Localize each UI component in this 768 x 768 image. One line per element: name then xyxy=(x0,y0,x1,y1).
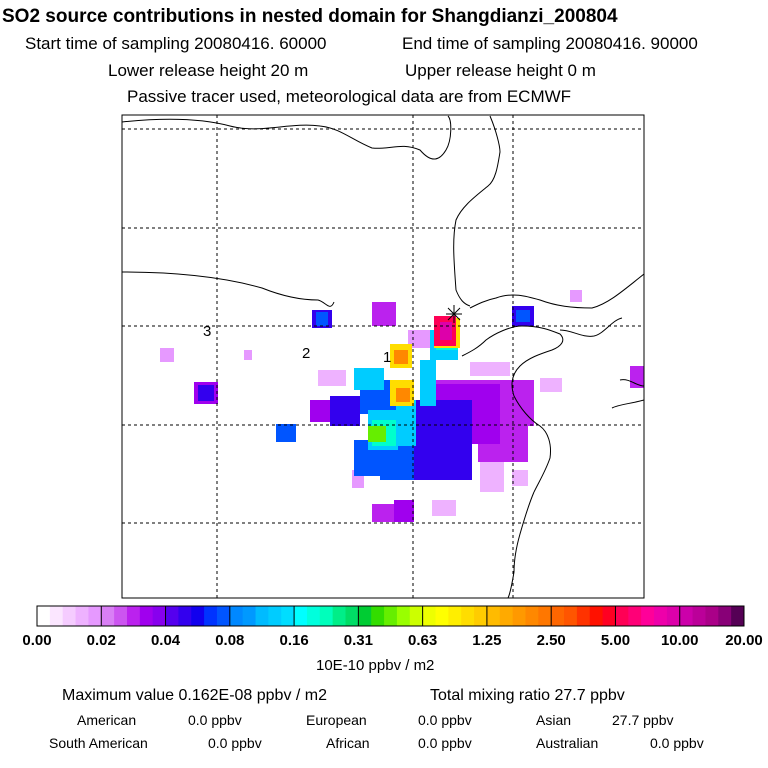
legend-tick-label: 0.31 xyxy=(343,632,373,649)
legend-color-cell xyxy=(486,606,501,626)
legend-color-cell xyxy=(242,606,257,626)
site-label-2: 2 xyxy=(302,345,310,362)
legend-tick-label: 20.00 xyxy=(725,632,763,649)
legend-color-cell xyxy=(204,606,218,626)
legend-color-cell xyxy=(666,606,681,626)
legend-color-cell xyxy=(281,606,295,626)
legend-color-cell xyxy=(88,606,102,626)
legend-color-cell xyxy=(306,606,321,626)
legend-tick-label: 0.08 xyxy=(215,632,245,649)
region-european-label: European xyxy=(306,712,367,728)
legend-color-cell xyxy=(538,606,552,626)
legend-color-cell xyxy=(705,606,719,626)
legend-tick-label: 10.00 xyxy=(660,632,699,649)
legend-color-cell xyxy=(615,606,629,626)
legend-color-cell xyxy=(191,606,205,626)
legend-color-cell xyxy=(641,606,655,626)
legend-color-cell xyxy=(255,606,269,626)
legend-color-cell xyxy=(551,606,565,626)
region-african-value: 0.0 ppbv xyxy=(418,735,472,751)
legend-color-cell xyxy=(37,606,51,626)
legend-color-cell xyxy=(409,606,424,626)
maximum-value: Maximum value 0.162E-08 ppbv / m2 xyxy=(62,687,328,704)
map-title: SO2 source contributions in nested domai… xyxy=(2,6,618,27)
lower-release-height-text: Lower release height 20 m xyxy=(108,61,309,80)
legend-tick-label: 0.16 xyxy=(279,632,309,649)
legend-color-cell xyxy=(165,606,179,626)
region-south-american-label: South American xyxy=(49,735,148,751)
legend-color-cell xyxy=(371,606,385,626)
legend-color-cell xyxy=(229,606,244,626)
region-asian-label: Asian xyxy=(536,712,572,728)
legend-color-cell xyxy=(101,606,115,626)
legend-tick-label: 1.25 xyxy=(472,632,502,649)
legend-color-cell xyxy=(602,606,616,626)
site-label-3: 3 xyxy=(203,323,211,340)
legend-tick-label: 0.63 xyxy=(408,632,438,649)
legend-color-cell xyxy=(178,606,192,626)
region-european-value: 0.0 ppbv xyxy=(418,712,472,728)
start-time-text: Start time of sampling 20080416. 60000 xyxy=(25,34,327,53)
region-australian-label: Australian xyxy=(536,735,599,751)
legend-tick-label: 0.02 xyxy=(86,632,116,649)
legend-color-cell xyxy=(654,606,668,626)
legend-tick-label: 0.00 xyxy=(22,632,52,649)
region-african-label: African xyxy=(326,735,370,751)
legend-color-cell xyxy=(319,606,334,626)
legend-color-cell xyxy=(435,606,449,626)
legend-units: 10E-10 ppbv / m2 xyxy=(316,657,435,674)
lat-lon-grid xyxy=(122,115,644,598)
legend-color-cell xyxy=(512,606,526,626)
legend-color-cell xyxy=(268,606,282,626)
legend-color-cell xyxy=(679,606,694,626)
legend-color-cell xyxy=(499,606,514,626)
region-american-value: 0.0 ppbv xyxy=(188,712,242,728)
legend-color-cell xyxy=(126,606,141,626)
total-mixing-ratio: Total mixing ratio 27.7 ppbv xyxy=(430,687,625,704)
region-australian-value: 0.0 ppbv xyxy=(650,735,704,751)
legend-color-cell xyxy=(461,606,475,626)
legend-color-cell xyxy=(384,606,398,626)
legend-color-cell xyxy=(216,606,231,626)
end-time-text: End time of sampling 20080416. 90000 xyxy=(402,34,698,53)
legend-color-cell xyxy=(422,606,436,626)
legend-color-cell xyxy=(75,606,89,626)
legend-tick-label: 0.04 xyxy=(150,632,181,649)
legend-color-cell xyxy=(62,606,77,626)
legend-color-cell xyxy=(628,606,642,626)
region-american-label: American xyxy=(77,712,137,728)
legend-color-cell xyxy=(564,606,578,626)
legend-color-cell xyxy=(49,606,64,626)
cross-star-icon xyxy=(446,305,462,323)
upper-release-height-text: Upper release height 0 m xyxy=(405,61,596,80)
legend-color-cell xyxy=(332,606,346,626)
legend-tick-label: 2.50 xyxy=(536,632,566,649)
legend-color-cell xyxy=(358,606,372,626)
tracer-note-text: Passive tracer used, meteorological data… xyxy=(127,87,572,106)
legend-color-cell xyxy=(576,606,591,626)
legend-color-cell xyxy=(294,606,308,626)
legend-color-cell xyxy=(718,606,732,626)
legend-color-cell xyxy=(139,606,154,626)
site-label-1: 1 xyxy=(383,349,391,366)
legend-color-cell xyxy=(589,606,604,626)
concentration-field xyxy=(160,290,644,522)
legend-color-cell xyxy=(345,606,359,626)
region-south-american-value: 0.0 ppbv xyxy=(208,735,262,751)
legend-tick-label: 5.00 xyxy=(600,632,631,649)
legend-color-cell xyxy=(474,606,488,626)
legend-color-cell xyxy=(114,606,128,626)
map-frame xyxy=(121,114,645,599)
legend-color-cell xyxy=(731,606,745,626)
legend-color-cell xyxy=(525,606,539,626)
coastline xyxy=(122,115,644,598)
legend-color-cell xyxy=(692,606,706,626)
legend-color-cell xyxy=(396,606,411,626)
legend-color-cell xyxy=(448,606,462,626)
legend-color-cell xyxy=(152,606,167,626)
region-asian-value: 27.7 ppbv xyxy=(612,712,674,728)
